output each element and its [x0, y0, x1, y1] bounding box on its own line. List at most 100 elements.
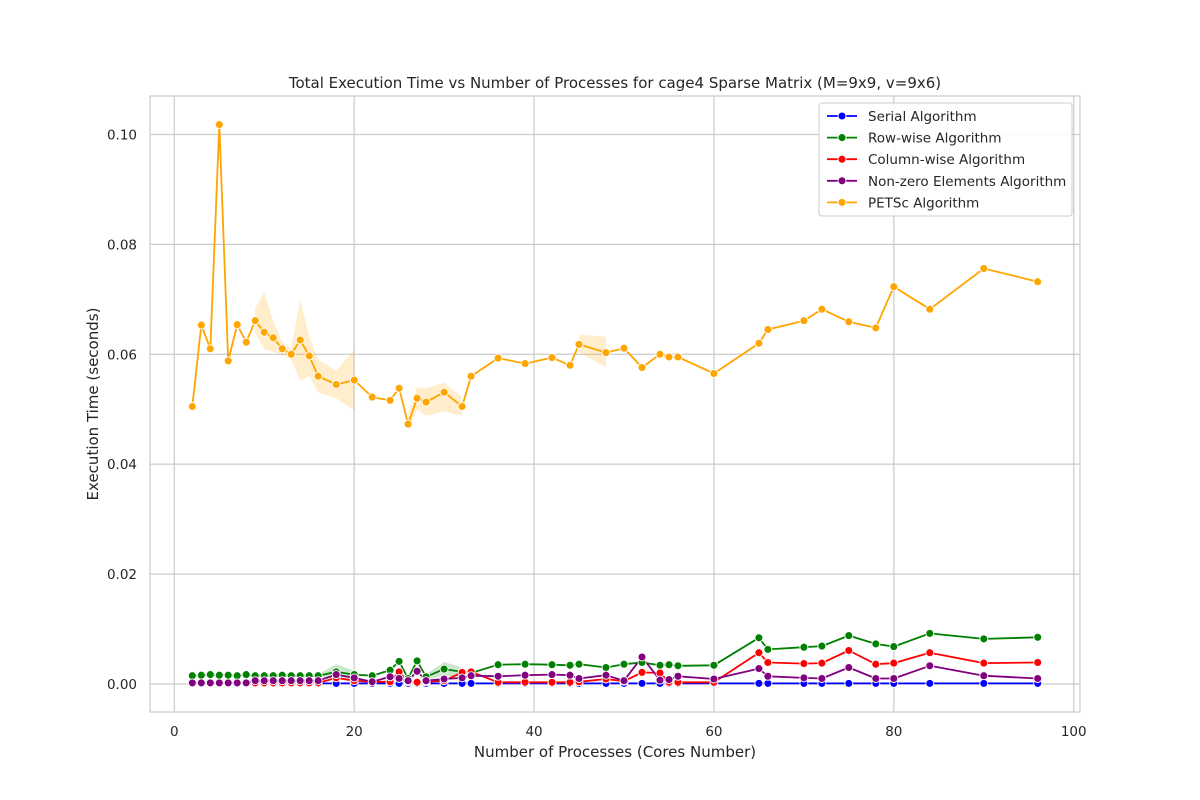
data-point: [493, 660, 503, 670]
data-point: [763, 671, 773, 681]
data-point: [979, 634, 989, 644]
data-point: [763, 325, 773, 334]
data-point: [763, 658, 773, 667]
data-point: [394, 674, 404, 683]
data-point: [619, 343, 629, 353]
data-point: [574, 674, 584, 683]
data-point: [664, 660, 674, 670]
data-point: [637, 652, 647, 662]
data-point: [601, 348, 611, 358]
data-point: [619, 676, 629, 686]
data-point: [925, 628, 935, 638]
data-point: [979, 264, 989, 273]
data-point: [493, 671, 503, 681]
confidence-band: [579, 334, 606, 368]
data-point: [871, 674, 881, 683]
data-point: [214, 678, 224, 688]
data-point: [295, 676, 305, 686]
data-point: [547, 660, 557, 670]
y-tick-label: 0.08: [107, 237, 137, 253]
y-tick-label: 0.06: [107, 347, 137, 363]
data-point: [196, 678, 206, 688]
data-point: [664, 675, 674, 685]
data-point: [277, 344, 287, 354]
data-point: [223, 356, 233, 366]
data-point: [1033, 658, 1043, 667]
data-point: [655, 675, 665, 685]
legend-label: PETSc Algorithm: [868, 195, 979, 211]
data-point: [232, 678, 242, 688]
data-point: [655, 349, 665, 359]
legend: Serial Algorithm Row-wise Algorithm Column…: [818, 102, 1073, 217]
data-point: [214, 670, 224, 680]
data-point: [655, 660, 665, 670]
data-point: [286, 676, 296, 686]
data-point: [457, 402, 467, 411]
data-point: [925, 648, 935, 658]
data-point: [313, 371, 323, 381]
legend-label: Column-wise Algorithm: [868, 152, 1025, 168]
data-point: [754, 664, 764, 674]
data-point: [871, 323, 881, 333]
data-point: [331, 670, 341, 680]
data-point: [241, 670, 251, 680]
data-point: [466, 678, 476, 688]
data-point: [205, 678, 215, 688]
data-point: [295, 335, 305, 345]
data-point: [268, 676, 278, 686]
legend-marker: [837, 154, 847, 164]
data-point: [394, 383, 404, 393]
data-point: [223, 670, 233, 680]
data-point: [709, 369, 719, 378]
data-point: [547, 353, 557, 363]
data-point: [403, 419, 413, 429]
data-point: [250, 316, 260, 326]
data-point: [520, 670, 530, 680]
data-point: [709, 660, 719, 670]
data-point: [574, 339, 584, 349]
x-tick-label: 60: [705, 724, 722, 740]
legend-marker: [837, 111, 847, 121]
data-point: [259, 327, 269, 337]
data-point: [196, 320, 206, 330]
data-point: [871, 659, 881, 669]
data-point: [565, 670, 575, 680]
data-point: [259, 676, 269, 686]
data-point: [925, 661, 935, 671]
data-point: [673, 352, 683, 362]
data-point: [754, 338, 764, 348]
data-point: [844, 317, 854, 327]
data-point: [817, 658, 827, 668]
data-point: [223, 678, 233, 688]
data-point: [214, 120, 224, 130]
x-tick-label: 0: [170, 724, 179, 740]
data-point: [421, 397, 431, 407]
data-point: [385, 395, 395, 405]
data-point: [205, 344, 215, 354]
data-point: [889, 282, 899, 292]
data-point: [466, 371, 476, 381]
chart-title: Total Execution Time vs Number of Proces…: [288, 74, 941, 92]
x-tick-label: 20: [346, 724, 363, 740]
data-point: [187, 678, 197, 688]
data-point: [520, 659, 530, 669]
data-point: [925, 304, 935, 314]
data-point: [277, 676, 287, 686]
data-point: [457, 673, 467, 683]
data-point: [268, 333, 278, 343]
data-point: [547, 670, 557, 680]
y-tick-label: 0.10: [107, 127, 137, 143]
data-point: [403, 676, 413, 686]
legend-box: [818, 102, 1073, 217]
legend-marker: [837, 133, 847, 143]
data-point: [241, 337, 251, 347]
data-point: [889, 658, 899, 668]
data-point: [304, 676, 314, 686]
data-point: [547, 677, 557, 687]
x-tick-label: 40: [525, 724, 542, 740]
legend-marker: [837, 176, 847, 186]
data-point: [889, 642, 899, 652]
data-point: [385, 672, 395, 682]
data-point: [817, 641, 827, 651]
